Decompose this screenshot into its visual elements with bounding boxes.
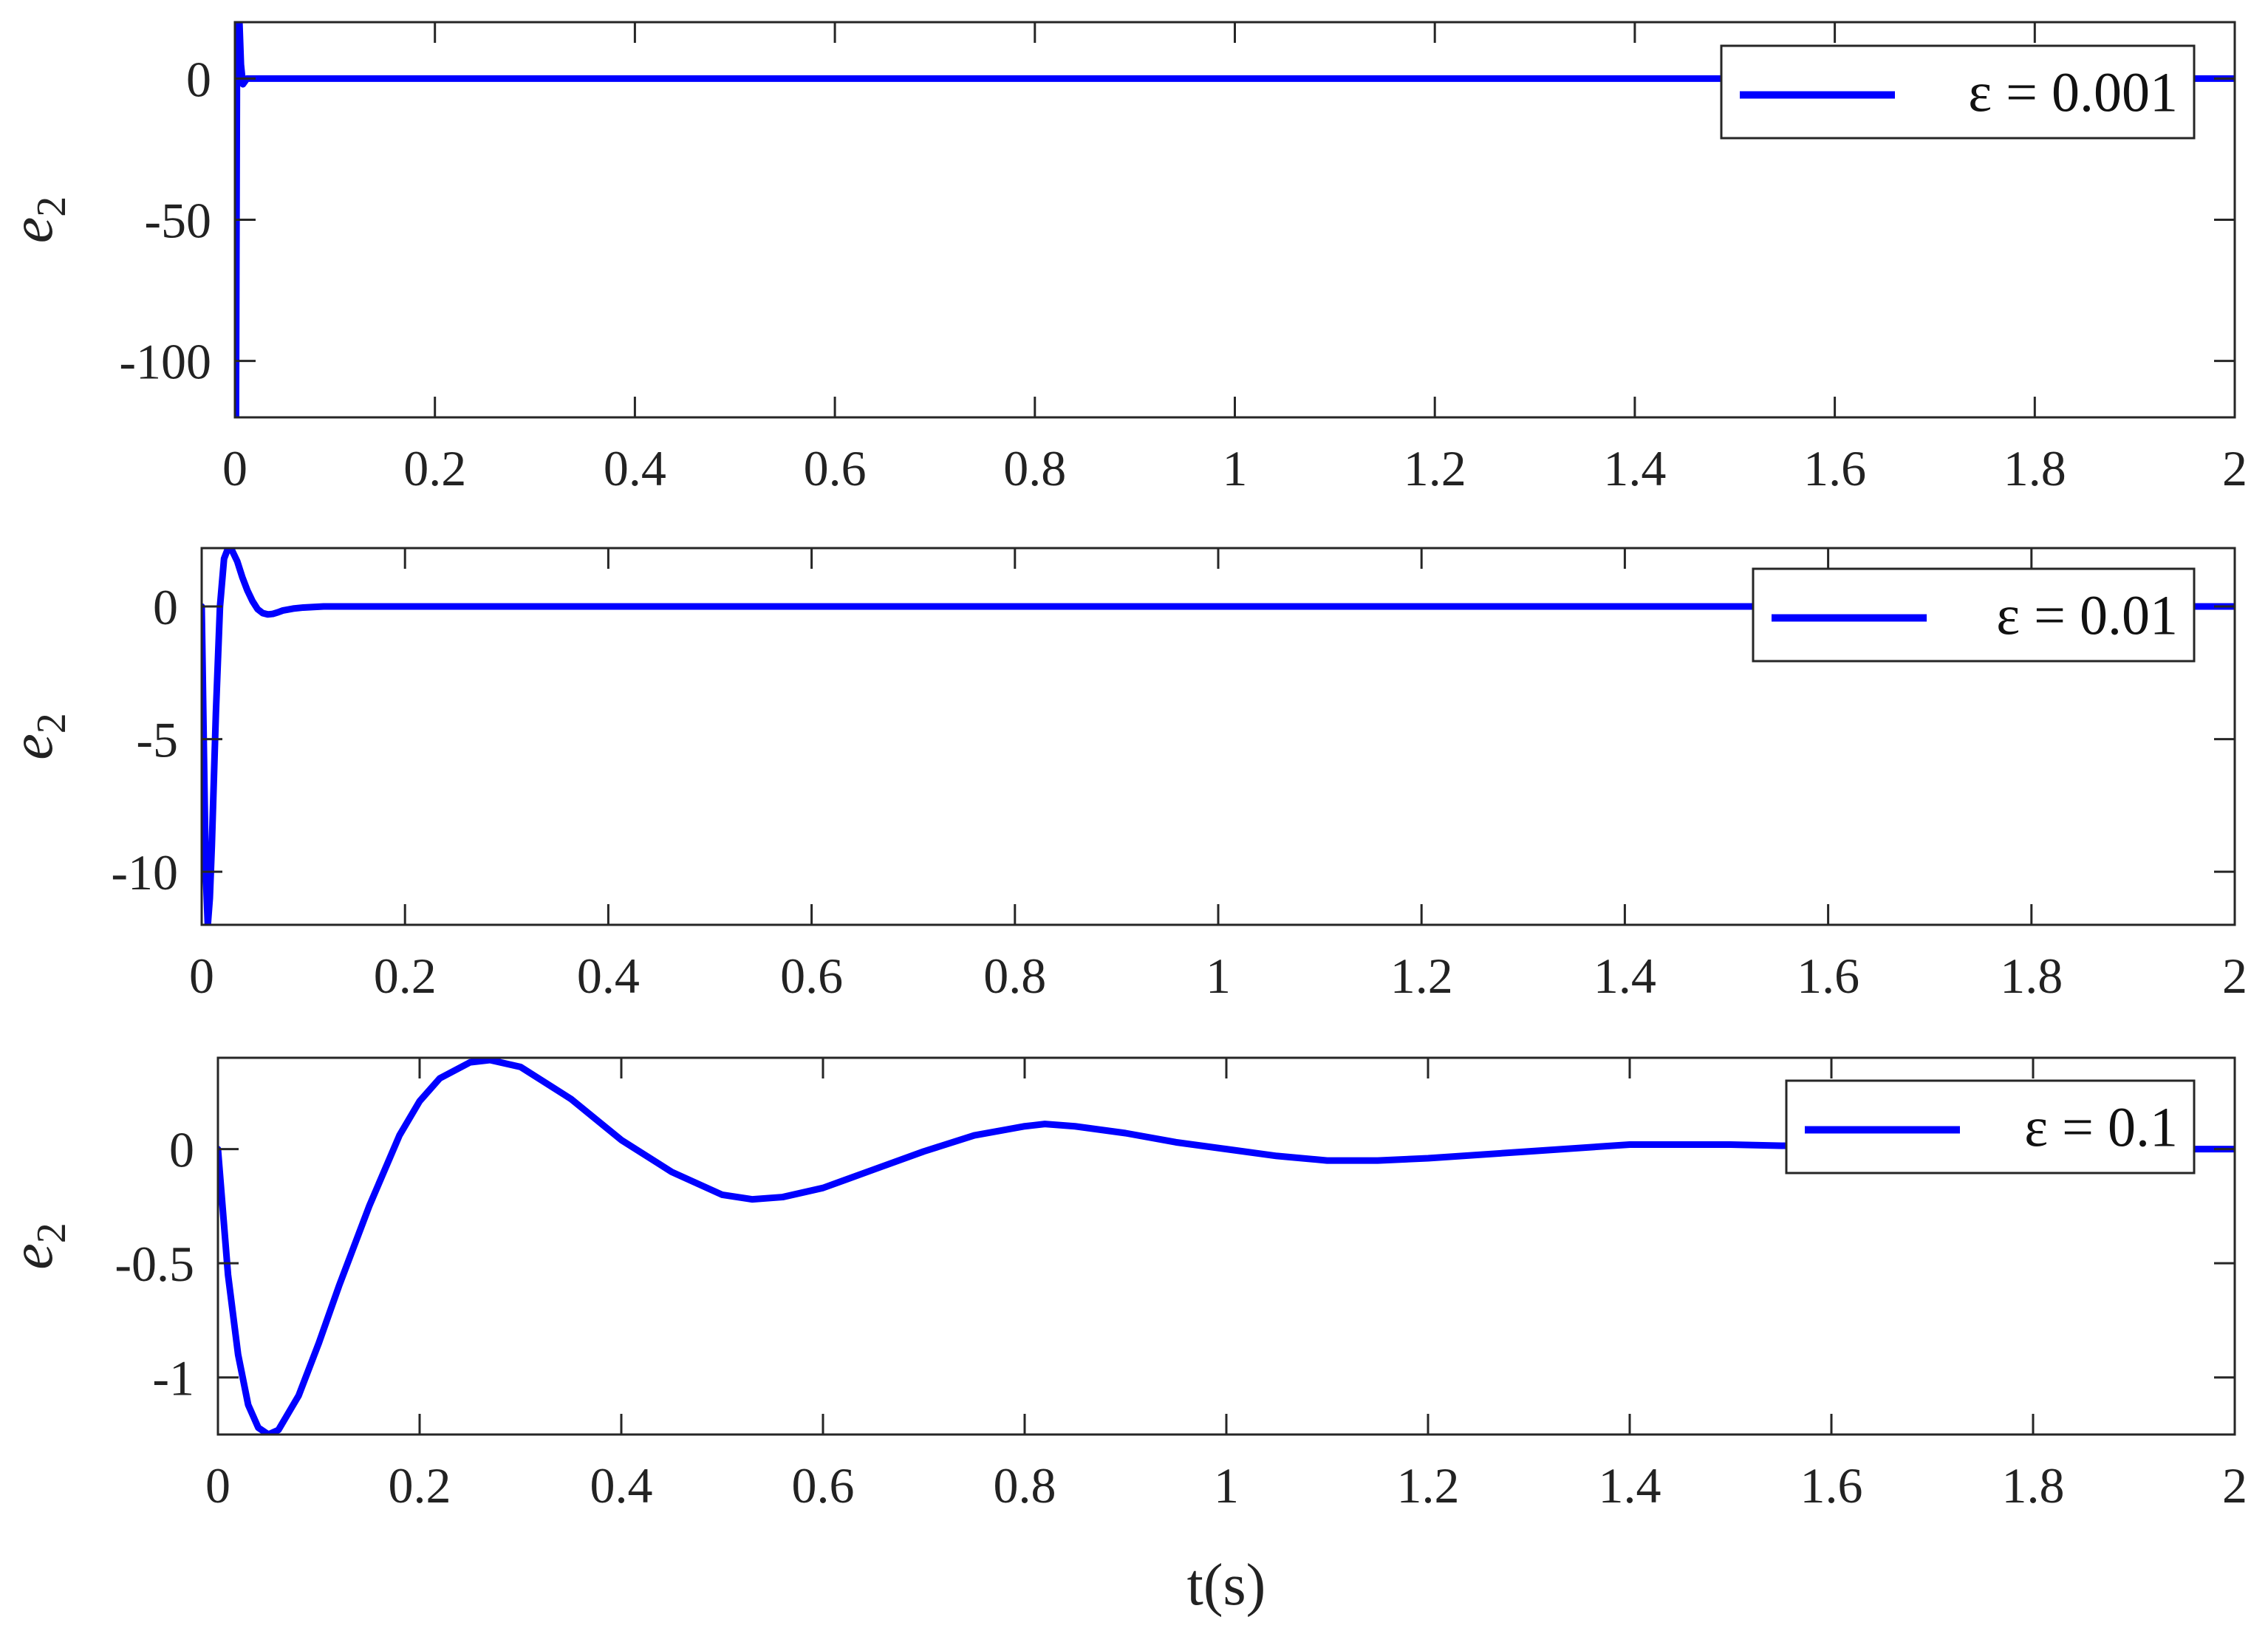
y-tick-label: -0.5 [115, 1236, 194, 1292]
x-tick-label: 1.8 [2004, 440, 2066, 496]
legend: ε = 0.01 [1752, 567, 2196, 663]
y-tick-label: -50 [144, 193, 211, 249]
x-tick-label: 0.4 [604, 440, 666, 496]
x-tick-label: 1.6 [1797, 948, 1859, 1004]
x-tick-label: 1.2 [1397, 1457, 1460, 1514]
x-tick-label: 0.6 [804, 440, 867, 496]
y-axis-label: e2 [0, 196, 75, 244]
x-tick-label: 0 [189, 948, 214, 1004]
x-tick-label: 1 [1223, 440, 1248, 496]
x-tick-label: 0.4 [577, 948, 640, 1004]
x-tick-label: 1.4 [1603, 440, 1666, 496]
legend: ε = 0.1 [1785, 1079, 2196, 1174]
x-tick-label: 0.2 [374, 948, 437, 1004]
y-tick-label: -1 [152, 1350, 194, 1406]
series-line-0 [235, 22, 2235, 417]
x-axis-label: t(s) [1187, 1553, 1266, 1618]
subplot-epsilon-0.1: 0 0.2 0.4 0.6 0.8 1 1.2 1.4 1.6 1.8 2 -1 -0.5 0 e2 ε = … [0, 1056, 2247, 1514]
x-tick-label: 0.4 [590, 1457, 653, 1514]
y-axis-label: e2 [0, 1223, 75, 1270]
y-tick-label: 0 [186, 51, 211, 107]
x-tick-label: 2 [2222, 948, 2247, 1004]
x-tick-label: 0.8 [1003, 440, 1066, 496]
legend-label: ε = 0.1 [2024, 1097, 2178, 1159]
x-tick-label: 1.4 [1599, 1457, 1661, 1514]
legend-label: ε = 0.001 [1968, 62, 2178, 124]
x-tick-label: 1.4 [1594, 948, 1656, 1004]
x-tick-label: 1 [1214, 1457, 1239, 1514]
y-axis-label: e2 [0, 713, 75, 760]
x-tick-label: 1.8 [2002, 1457, 2065, 1514]
x-tick-label: 2 [2222, 440, 2247, 496]
x-tick-label: 0.2 [389, 1457, 451, 1514]
x-tick-label: 2 [2222, 1457, 2247, 1514]
x-tick-label: 0 [205, 1457, 230, 1514]
y-tick-label: 0 [169, 1122, 194, 1178]
legend: ε = 0.001 [1720, 44, 2196, 140]
y-tick-label: -5 [136, 712, 178, 768]
subplot-epsilon-0.01: 0 0.2 0.4 0.6 0.8 1 1.2 1.4 1.6 1.8 2 -10 -5 0 e2 ε = 0… [0, 547, 2247, 1004]
x-tick-label: 1.8 [2000, 948, 2063, 1004]
x-tick-label: 0.6 [792, 1457, 855, 1514]
x-tick-label: 0.8 [994, 1457, 1056, 1514]
x-tick-label: 1 [1206, 948, 1231, 1004]
x-tick-label: 0.2 [403, 440, 466, 496]
x-tick-label: 0 [222, 440, 247, 496]
y-tick-label: -10 [111, 844, 178, 900]
x-tick-label: 1.6 [1803, 440, 1866, 496]
subplot-epsilon-0.001: 0 0.2 0.4 0.6 0.8 1 1.2 1.4 1.6 1.8 2 -100 -50 0 e2 ε =… [0, 21, 2247, 496]
x-tick-label: 1.6 [1800, 1457, 1863, 1514]
legend-label: ε = 0.01 [1996, 585, 2178, 647]
x-tick-label: 0.8 [983, 948, 1046, 1004]
series-line-0 [202, 548, 2235, 925]
x-tick-label: 0.6 [780, 948, 843, 1004]
x-tick-label: 1.2 [1404, 440, 1466, 496]
x-tick-label: 1.2 [1390, 948, 1453, 1004]
y-tick-label: 0 [153, 579, 178, 635]
y-tick-label: -100 [119, 334, 211, 390]
series-line-0 [218, 1058, 2235, 1435]
